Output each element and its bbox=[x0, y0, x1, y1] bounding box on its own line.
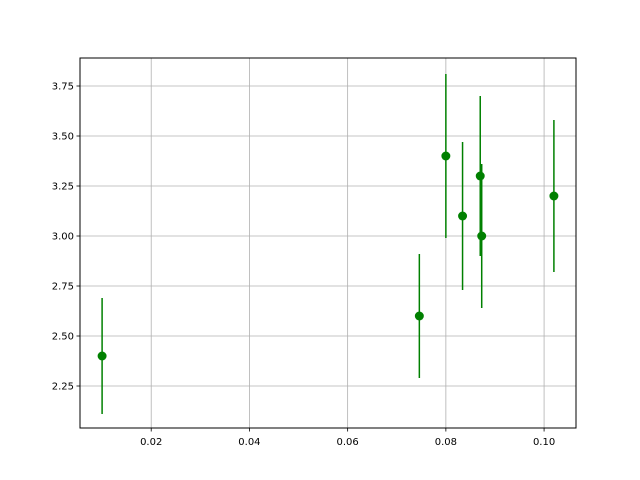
y-tick-label: 3.00 bbox=[52, 232, 74, 243]
ticks: 0.02 0.04 0.06 0.08 0.10 2.25 2.50 2.75 3.00 3.25… bbox=[52, 82, 555, 449]
data-point bbox=[549, 191, 559, 201]
x-tick-label: 0.02 bbox=[140, 437, 162, 448]
data-point bbox=[97, 351, 107, 361]
data-point bbox=[441, 151, 451, 161]
x-tick-label: 0.10 bbox=[533, 437, 555, 448]
y-tick-label: 3.75 bbox=[52, 82, 74, 93]
y-tick-label: 3.50 bbox=[52, 132, 74, 143]
grid bbox=[80, 58, 576, 428]
data-marks bbox=[97, 74, 559, 414]
y-tick-label: 2.75 bbox=[52, 282, 74, 293]
data-point bbox=[458, 211, 468, 221]
data-point bbox=[475, 171, 485, 181]
y-tick-label: 2.25 bbox=[52, 382, 74, 393]
y-tick-label: 2.50 bbox=[52, 332, 74, 343]
plot-area bbox=[80, 58, 576, 428]
axes-frame bbox=[79, 57, 577, 429]
y-tick-label: 3.25 bbox=[52, 182, 74, 193]
x-tick-label: 0.08 bbox=[435, 437, 457, 448]
x-tick-label: 0.04 bbox=[238, 437, 260, 448]
data-point bbox=[477, 231, 487, 241]
data-point bbox=[414, 311, 424, 321]
x-tick-label: 0.06 bbox=[337, 437, 359, 448]
